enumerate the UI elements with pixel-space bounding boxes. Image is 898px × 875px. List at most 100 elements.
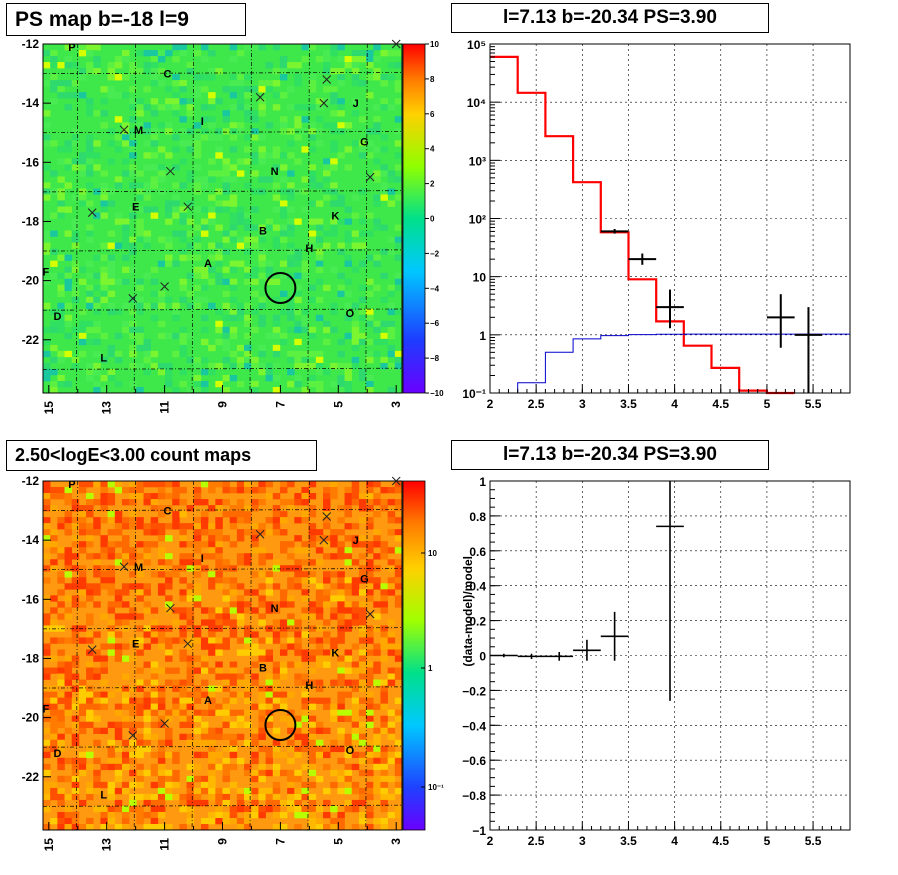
y-tick-label: 1 [479,475,486,489]
residual-y-axis-label: (data-model)/model [461,556,475,667]
map-grid-line [133,43,136,394]
source-label: N [271,603,279,615]
y-tick-label: 0.2 [469,615,486,629]
x-tick-label: 11 [158,401,172,414]
x-tick-label: 9 [216,401,230,408]
x-tick-label: 2.5 [528,834,545,848]
source-label: P [68,479,75,491]
source-label: D [53,311,61,323]
residual-title: l=7.13 b=-20.34 PS=3.90 [451,440,769,470]
source-label: C [164,506,172,518]
map-grid-line [249,480,252,831]
y-tick-label: -18 [22,214,40,228]
ps-map-title: PS map b=-18 l=9 [6,3,246,36]
source-cross-marker [322,75,332,84]
y-tick-label: −1 [472,824,486,838]
colorbar-tick-label: −2 [430,249,440,258]
source-label: E [132,639,139,651]
y-tick-label: 10 [473,271,487,285]
y-tick-label: -18 [22,651,40,665]
x-tick-label: 13 [100,838,114,852]
x-tick-label: 15 [42,838,56,852]
y-tick-label: -22 [22,333,40,347]
x-tick-label: 5 [331,401,345,408]
source-label: F [43,704,50,716]
y-tick-label: 10³ [469,154,486,168]
source-label: I [201,116,204,128]
y-tick-label: −0.8 [462,789,486,803]
colorbar-tick-label: −6 [430,319,440,328]
x-tick-label: 7 [273,401,287,408]
map-grid-line [365,43,368,394]
source-cross-marker [128,294,138,303]
y-tick-label: 10⁵ [467,38,486,52]
map-grid-line [42,804,403,807]
source-cross-marker [160,719,169,728]
x-tick-label: 15 [42,401,56,415]
ps-location-circle [264,709,297,742]
source-cross-marker [166,166,175,176]
source-cross-marker [255,92,265,102]
source-label: K [331,648,339,660]
source-label: L [100,790,107,802]
source-label: D [53,748,61,760]
colorbar-tick-label: 6 [430,110,435,119]
y-tick-label: -14 [22,533,40,547]
spectrum-title: l=7.13 b=-20.34 PS=3.90 [451,3,769,33]
colorbar-tick-label: 0 [430,215,435,224]
source-label: G [360,574,369,586]
x-tick-label: 5.5 [805,397,822,411]
x-tick-label: 4.5 [712,397,729,411]
x-tick-label: 4.5 [712,834,729,848]
x-tick-label: 3.5 [620,397,637,411]
colorbar-tick-label: −4 [430,284,440,293]
count-map-title: 2.50<logE<3.00 count maps [6,440,317,471]
map-grid-line [42,367,403,370]
colorbar-tick-label: 8 [430,75,435,84]
colorbar-tick-label: −8 [430,354,440,363]
map-grid-line [191,480,194,831]
colorbar-tick-label: 4 [430,145,435,154]
map-grid-line [75,43,79,394]
y-tick-label: 10⁻¹ [462,387,486,401]
source-cross-marker [319,535,329,545]
source-label: B [259,225,267,237]
map-grid-line [249,43,252,394]
map-grid-line [133,480,136,831]
x-tick-label: 3 [389,401,403,408]
source-label: J [353,535,359,547]
x-tick-label: 3.5 [620,834,637,848]
count-colorbar [402,480,426,831]
source-cross-marker [119,562,129,572]
colorbar-tick-label: 1 [428,664,433,673]
colorbar-tick-label: 10 [428,549,437,558]
source-label: J [353,98,359,110]
source-label: I [201,553,204,565]
source-cross-marker [255,529,265,539]
y-tick-label: -12 [22,474,40,488]
source-label: H [305,680,313,692]
x-tick-label: 4 [671,834,678,848]
map-grid-line [307,43,310,394]
map-grid-line [75,480,79,831]
map-grid-line [42,131,403,134]
map-grid-line [42,509,403,511]
source-label: H [305,243,313,255]
source-label: N [271,166,279,178]
map-grid-line [42,745,403,748]
map-grid-line [42,627,403,630]
source-cross-marker [183,639,193,649]
source-cross-marker [128,731,138,740]
source-label: M [134,562,143,574]
map-grid-line [307,480,310,831]
y-tick-label: 10² [469,213,486,227]
y-tick-label: -16 [22,592,40,606]
colorbar-tick-label: 10⁻¹ [428,783,444,792]
source-label: P [68,42,75,54]
x-tick-label: 3 [389,838,403,845]
x-tick-label: 5 [331,838,345,845]
model-histogram [490,55,795,395]
y-tick-label: -20 [22,274,40,288]
y-tick-label: 0.6 [469,545,486,559]
source-cross-marker [365,609,375,619]
